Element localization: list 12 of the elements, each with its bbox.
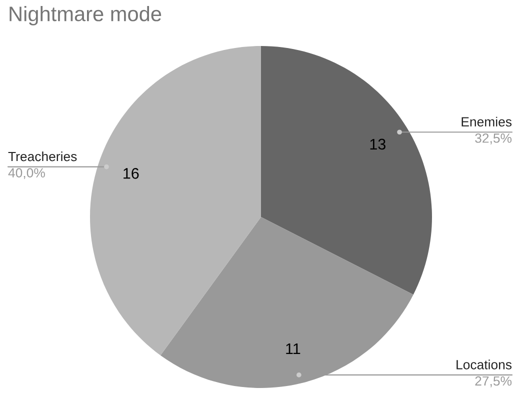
text: 32,5% (475, 133, 512, 144)
slice-label: Locations (456, 360, 512, 370)
pie-slice (90, 46, 261, 356)
chart-title: Nightmare mode (10, 6, 162, 26)
slice-label: Enemies (462, 116, 512, 127)
data-label: 11 (286, 343, 300, 354)
text: 27,5% (475, 376, 512, 388)
data-label: 16 (124, 168, 139, 179)
pie-slice (261, 46, 432, 295)
data-label: 13 (370, 138, 386, 150)
slice-label: Treacheries (8, 152, 77, 162)
text: 40,0% (8, 168, 45, 180)
